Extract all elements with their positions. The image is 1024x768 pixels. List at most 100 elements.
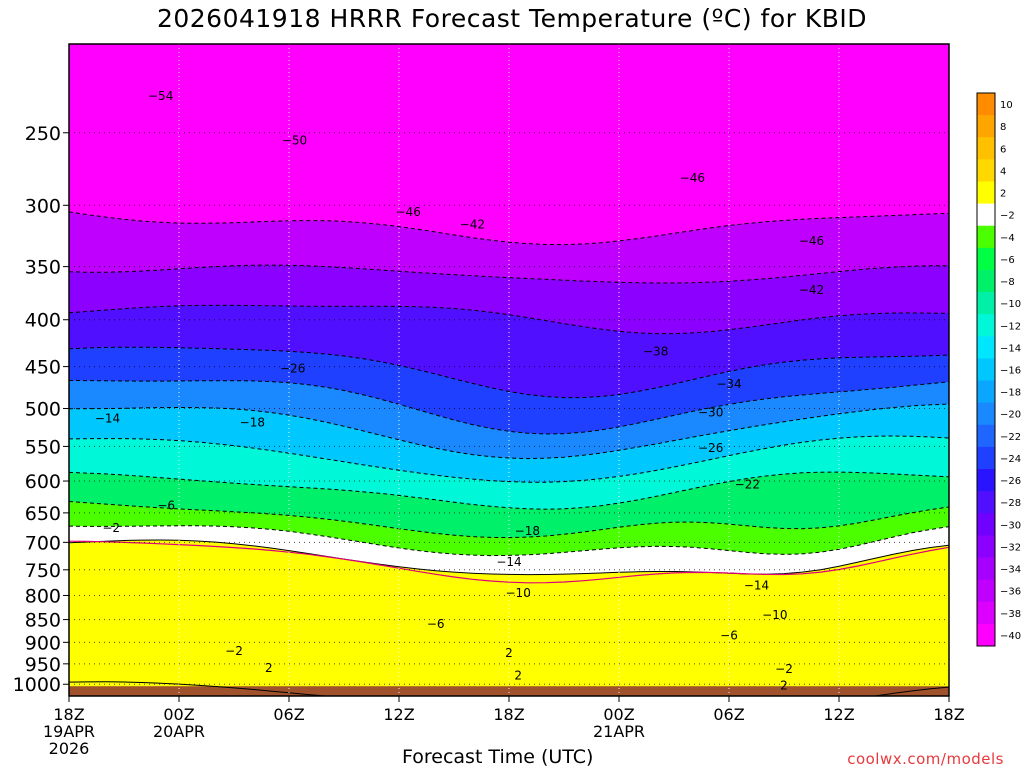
colorbar-label: −18 [1000, 388, 1021, 399]
contour-line [69, 525, 949, 557]
colorbar-label: −12 [1000, 321, 1021, 332]
x-tick-year: 2026 [49, 739, 90, 758]
colorbar-label: −8 [1000, 277, 1015, 288]
contour-label: −10 [506, 586, 531, 600]
contour-line [69, 304, 949, 335]
y-tick-label: 850 [25, 610, 61, 632]
contour-label: −46 [396, 205, 421, 219]
x-tick-label: 12Z [383, 705, 414, 724]
colorbar-swatch [977, 402, 995, 426]
contour-label: −6 [157, 498, 175, 512]
contour-line [69, 471, 949, 510]
colorbar-swatch [977, 181, 995, 205]
contour-label: −2 [225, 644, 243, 658]
x-tick-label: 00Z [163, 705, 194, 724]
colorbar-swatch [977, 380, 995, 404]
colorbar-swatch [977, 358, 995, 382]
contour-line [69, 403, 949, 460]
colorbar-swatch [977, 513, 995, 536]
colorbar-swatch [977, 446, 995, 470]
y-tick-label: 750 [25, 560, 61, 582]
contour-label: 2 [505, 646, 513, 660]
contour-label: −30 [698, 405, 723, 419]
colorbar-label: −38 [1000, 609, 1021, 620]
colorbar-swatch [977, 623, 995, 647]
y-tick-label: 650 [25, 503, 61, 525]
contour-label: −6 [427, 617, 445, 631]
contour-labels: −54−50−46−42−46−46−42−38−34−30−26−26−22−… [95, 89, 824, 692]
contour-label: −22 [735, 477, 760, 491]
colorbar-label: 6 [1000, 144, 1006, 155]
y-tick-label: 300 [25, 195, 61, 217]
zero-contour-line [69, 540, 949, 584]
colorbar-label: −30 [1000, 520, 1021, 531]
contour-label: 2 [780, 678, 788, 692]
contour-label: −42 [799, 283, 824, 297]
contour-line [69, 211, 949, 246]
x-axis-label: Forecast Time (UTC) [402, 746, 594, 768]
x-tick-label: 00Z [603, 705, 634, 724]
y-tick-label: 550 [25, 436, 61, 458]
colorbar-swatch [977, 159, 995, 182]
colorbar-swatch [977, 469, 995, 492]
chart-title: 2026041918 HRRR Forecast Temperature (ºC… [156, 4, 868, 33]
contour-line [69, 539, 949, 576]
contour-label: −50 [282, 134, 307, 148]
contour-label: −2 [775, 662, 793, 676]
colorbar-swatch [977, 491, 995, 514]
colorbar-label: −6 [1000, 255, 1015, 266]
x-tick-label: 06Z [713, 705, 744, 724]
contour-label: −46 [680, 171, 705, 185]
contour-line [69, 380, 949, 435]
contour-label: −38 [643, 344, 668, 358]
contour-label: −54 [148, 89, 173, 103]
colorbar-label: −22 [1000, 432, 1021, 443]
x-tick-label: 06Z [273, 705, 304, 724]
x-tick-label: 18Z [933, 705, 964, 724]
contour-line [69, 346, 949, 399]
y-tick-label: 400 [25, 310, 61, 332]
contour-label: −26 [698, 441, 723, 455]
y-tick-label: 250 [25, 123, 61, 145]
contour-label: −18 [240, 416, 265, 430]
contour-label: 2 [265, 661, 273, 675]
plot-area [69, 44, 949, 696]
y-tick-label: 1000 [13, 674, 61, 696]
contour-label: −26 [280, 361, 305, 375]
contour-label: −42 [460, 218, 485, 232]
colorbar-label: −14 [1000, 343, 1021, 354]
x-tick-label: 18Z [53, 705, 84, 724]
colorbar: 10 8 6 4 2 −2 −4 −6 −8 −10 −12 −14 −16 −18 −20 −22 −24 −2… [976, 92, 1021, 647]
y-tick-label: 350 [25, 257, 61, 279]
colorbar-swatch [977, 247, 995, 271]
colorbar-swatch [977, 579, 995, 603]
colorbar-swatch [977, 424, 995, 448]
y-axis: 2503003504004505005506006507007508008509… [13, 123, 69, 696]
contour-label: −46 [799, 234, 824, 248]
colorbar-label: −34 [1000, 565, 1021, 576]
colorbar-swatch [977, 225, 995, 249]
colorbar-label: −40 [1000, 631, 1021, 642]
colorbar-swatch [977, 601, 995, 625]
contour-line [69, 435, 949, 483]
credit-link[interactable]: coolwx.com/models [847, 750, 1004, 768]
x-tick-date: 20APR [153, 722, 205, 741]
colorbar-swatch [977, 115, 995, 138]
y-tick-label: 950 [25, 654, 61, 676]
colorbar-swatch [977, 93, 995, 116]
colorbar-label: −32 [1000, 542, 1021, 553]
contour-label: −2 [102, 521, 120, 535]
contour-label: −14 [95, 412, 120, 426]
contour-line [69, 501, 949, 539]
x-tick-label: 12Z [823, 705, 854, 724]
y-tick-label: 900 [25, 632, 61, 654]
contour-lines [69, 211, 949, 696]
contour-label: −14 [496, 555, 521, 569]
colorbar-label: 8 [1000, 122, 1006, 133]
y-tick-label: 600 [25, 471, 61, 493]
contour-line [69, 681, 949, 696]
colorbar-label: −24 [1000, 454, 1021, 465]
colorbar-label: 10 [1000, 100, 1013, 111]
